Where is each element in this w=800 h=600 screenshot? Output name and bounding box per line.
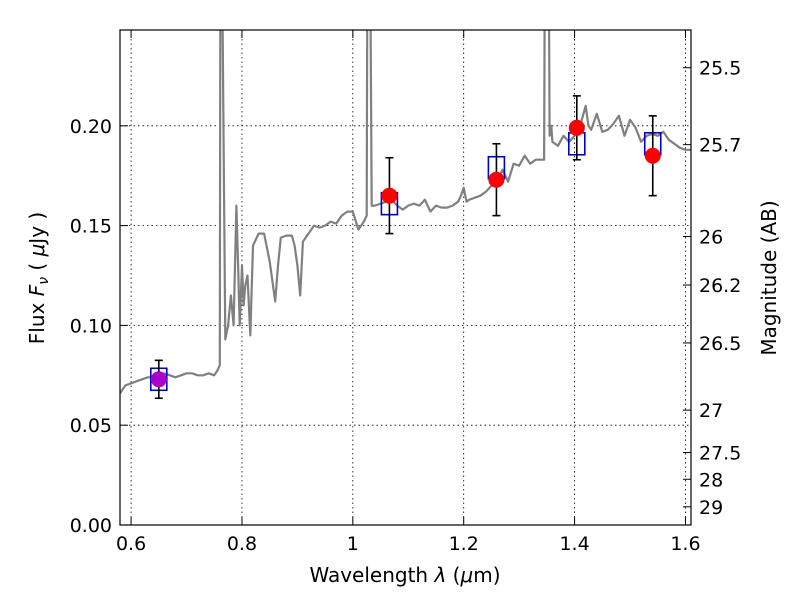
y-label-nu: ν [36,277,52,285]
right-tick-label-6: 27.5 [699,443,741,465]
ticks: 0.6 0.8 1 1.2 1.4 1.6 0.00 0.05 0.10 0.15 0.20 25.5… [70,30,741,555]
right-tick-label-0: 25.5 [699,58,741,80]
x-label-lambda: λ [433,563,446,587]
right-tick-label-5: 27 [699,400,723,422]
x-label-unit: m) [473,563,500,587]
x-label-text: Wavelength [309,563,434,587]
right-tick-label-7: 28 [699,469,723,491]
observed-point-1 [381,187,398,204]
observed-points [150,119,661,388]
y-tick-label-1: 0.05 [70,415,112,437]
right-tick-label-8: 29 [699,497,723,519]
y-label-mu: μ [25,244,49,258]
observed-point-0 [150,371,167,388]
x-tick-label-3: 1.2 [449,533,479,555]
right-tick-label-2: 26 [699,226,723,248]
y-tick-label-0: 0.00 [70,515,112,537]
x-tick-label-5: 1.6 [670,533,700,555]
observed-point-3 [568,119,585,136]
y-label-paren: ( [25,256,49,277]
right-tick-label-3: 26.2 [699,275,741,297]
x-tick-label-2: 1 [347,533,359,555]
right-tick-label-1: 25.7 [699,135,741,157]
observed-point-4 [644,147,661,164]
observed-point-2 [488,171,505,188]
y-tick-label-3: 0.15 [70,216,112,238]
y-tick-label-2: 0.10 [70,315,112,337]
x-axis-label: Wavelength λ (μm) [309,563,500,587]
y-tick-label-4: 0.20 [70,116,112,138]
y-label-text: Flux [25,296,49,344]
x-tick-label-0: 0.6 [116,533,146,555]
plot-frame [119,29,692,526]
right-axis-label: Magnitude (AB) [757,200,781,355]
y-label-f: F [25,284,49,296]
y-axis-label: Flux Fν ( μJy ) [25,212,52,344]
x-tick-label-1: 0.8 [227,533,257,555]
right-tick-label-4: 26.5 [699,333,741,355]
x-tick-label-4: 1.4 [559,533,589,555]
y-label-unit: Jy ) [25,212,49,246]
x-label-mu: μ [459,563,473,587]
x-label-paren: ( [446,563,460,587]
